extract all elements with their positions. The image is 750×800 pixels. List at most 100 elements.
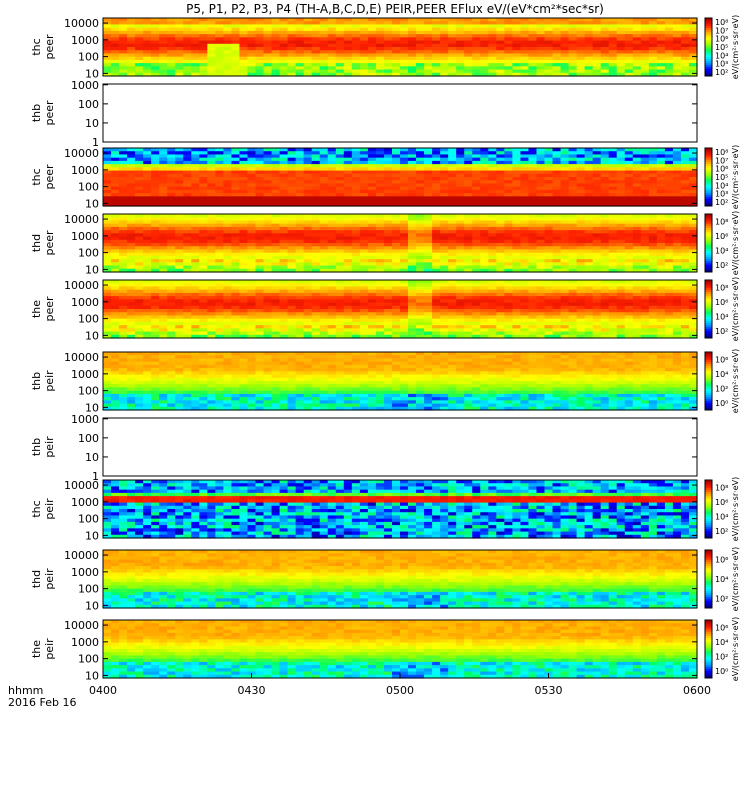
spectrogram-cell	[448, 53, 457, 58]
spectrogram-cell	[688, 34, 698, 38]
spectrogram-cell	[616, 72, 626, 77]
spectrogram-cell	[536, 69, 546, 74]
spectrogram-cell	[319, 50, 329, 55]
spectrogram-cell	[103, 56, 112, 61]
spectrogram-cell	[488, 50, 497, 55]
spectrogram-cell	[440, 56, 449, 61]
colorbar-step	[705, 43, 712, 46]
spectrogram-cell	[568, 47, 578, 51]
spectrogram-cell	[608, 34, 618, 38]
spectrogram-cell	[127, 24, 136, 29]
spectrogram-cell	[584, 34, 594, 38]
spectrogram-cell	[488, 53, 497, 58]
spectrogram-cell	[408, 72, 417, 77]
spectrogram-cell	[135, 170, 144, 175]
spectrogram-cell	[664, 53, 674, 58]
spectrogram-cell	[608, 18, 618, 22]
spectrogram-cell	[127, 72, 136, 77]
spectrogram-cell	[464, 69, 473, 74]
spectrogram-cell	[287, 59, 297, 64]
spectrogram-cell	[424, 56, 433, 61]
spectrogram-cell	[143, 69, 152, 74]
spectrogram-cell	[247, 27, 257, 32]
spectrogram-cell	[400, 56, 409, 61]
spectrogram-cell	[464, 47, 473, 51]
spectrogram-cell	[287, 43, 297, 48]
spectrogram-cell	[648, 59, 658, 64]
spectrogram-cell	[400, 27, 409, 32]
spectrogram-cell	[143, 186, 152, 191]
spectrogram-cell	[424, 24, 433, 29]
spectrogram-cell	[624, 18, 634, 22]
colorbar-step	[705, 39, 712, 42]
spectrogram-cell	[127, 18, 136, 22]
spectrogram-cell	[143, 34, 152, 38]
spectrogram-cell	[391, 50, 401, 55]
spectrogram-cell	[127, 183, 136, 188]
spectrogram-cell	[183, 177, 192, 181]
spectrogram-cell	[648, 18, 658, 22]
spectrogram-cell	[512, 27, 522, 32]
spectrogram-cell	[584, 18, 594, 22]
spectrogram-cell	[424, 27, 433, 32]
spectrogram-cell	[191, 180, 200, 185]
spectrogram-cell	[536, 50, 546, 55]
spectrogram-cell	[488, 21, 497, 26]
spectrogram-cell	[119, 193, 128, 197]
spectrogram-cell	[135, 193, 144, 197]
spectrogram-cell	[183, 37, 192, 42]
spectrogram-cell	[247, 50, 257, 55]
spectrogram-cell	[151, 43, 160, 48]
spectrogram-cell	[568, 24, 578, 29]
spectrogram-cell	[488, 24, 497, 29]
spectrogram-cell	[175, 148, 184, 152]
spectrogram-cell	[584, 66, 594, 71]
spectrogram-cell	[480, 27, 489, 32]
spectrogram-cell	[135, 37, 144, 42]
spectrogram-cell	[512, 18, 522, 22]
spectrogram-cell	[343, 24, 353, 29]
spectrogram-cell	[536, 30, 546, 35]
spectrogram-cell	[480, 63, 489, 67]
spectrogram-cell	[183, 189, 192, 194]
spectrogram-cell	[191, 56, 200, 61]
spectrogram-cell	[127, 50, 136, 55]
spectrogram-cell	[448, 59, 457, 64]
spectrogram-cell	[520, 47, 530, 51]
spectrogram-cell	[119, 40, 128, 45]
spectrogram-cell	[351, 30, 361, 35]
spectrogram-cell	[375, 63, 385, 67]
spectrogram-cell	[440, 69, 449, 74]
spectrogram-cell	[207, 59, 216, 64]
spectrogram-cell	[103, 24, 112, 29]
spectrogram-cell	[632, 50, 642, 55]
spectrogram-cell	[375, 30, 385, 35]
spectrogram-cell	[496, 27, 505, 32]
spectrogram-cell	[335, 18, 345, 22]
spectrogram-cell	[175, 170, 184, 175]
spectrogram-cell	[135, 53, 144, 58]
spectrogram-cell	[464, 18, 473, 22]
spectrogram-cell	[271, 43, 281, 48]
spectrogram-cell	[624, 21, 634, 26]
spectrogram-cell	[167, 193, 176, 197]
spectrogram-cell	[167, 199, 176, 204]
spectrogram-cell	[111, 193, 120, 197]
spectrogram-cell	[632, 72, 642, 77]
spectrogram-cell	[207, 30, 216, 35]
spectrogram-cell	[448, 21, 457, 26]
spectrogram-cell	[103, 27, 112, 32]
spectrogram-cell	[536, 66, 546, 71]
spectrogram-cell	[119, 72, 128, 77]
spectrogram-cell	[504, 56, 513, 61]
spectrogram-cell	[175, 34, 184, 38]
spectrogram-cell	[351, 21, 361, 26]
spectrogram-cell	[464, 63, 473, 67]
spectrogram-cell	[175, 53, 184, 58]
spectrogram-cell	[119, 69, 128, 74]
spectrogram-cell	[207, 66, 216, 71]
spectrogram-cell	[311, 21, 321, 26]
spectrogram-cell	[231, 34, 241, 38]
spectrogram-cell	[464, 72, 473, 77]
spectrogram-cell	[167, 34, 176, 38]
